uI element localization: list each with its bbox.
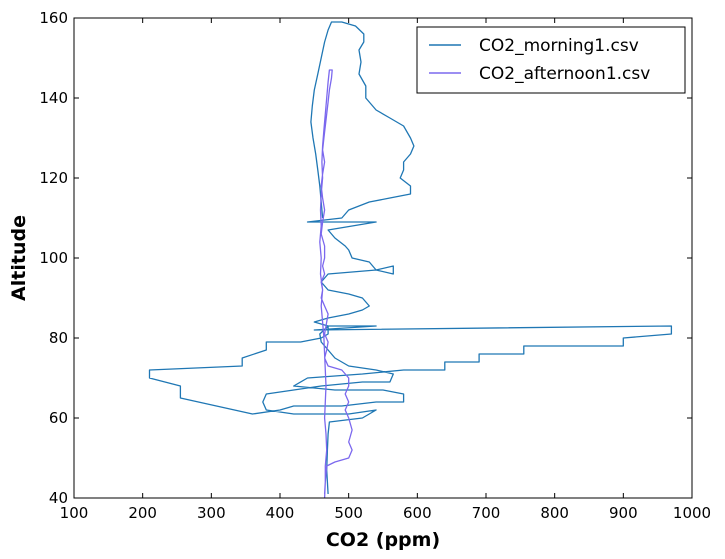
x-tick-label: 600 [403,504,432,522]
x-tick-label: 100 [60,504,89,522]
plot-background [74,18,692,498]
x-tick-label: 400 [266,504,295,522]
y-axis-title: Altitude [8,215,30,301]
legend: CO2_morning1.csv CO2_afternoon1.csv [416,26,686,94]
x-tick-label: 200 [128,504,157,522]
x-tick-label: 1000 [673,504,711,522]
x-tick-label: 800 [540,504,569,522]
series-layer [148,21,673,499]
y-tick-label: 100 [39,249,68,267]
x-axis: 100 200 300 400 500 600 700 800 900 1000 [60,18,711,522]
x-tick-label: 300 [197,504,226,522]
legend-box [416,26,686,94]
series-line-1 [148,21,673,495]
y-tick-label: 80 [49,329,68,347]
x-tick-label: 500 [334,504,363,522]
x-tick-label: 700 [472,504,501,522]
y-tick-label: 40 [49,489,68,507]
y-tick-label: 120 [39,169,68,187]
series-line-2 [319,69,353,499]
y-tick-label: 60 [49,409,68,427]
legend-label-2: CO2_afternoon1.csv [479,64,650,84]
x-axis-title: CO2 (ppm) [326,529,440,551]
legend-label-1: CO2_morning1.csv [479,36,639,56]
y-tick-label: 140 [39,89,68,107]
x-tick-label: 900 [609,504,638,522]
y-tick-label: 160 [39,9,68,27]
y-axis: 40 60 80 100 120 140 160 [39,9,692,507]
